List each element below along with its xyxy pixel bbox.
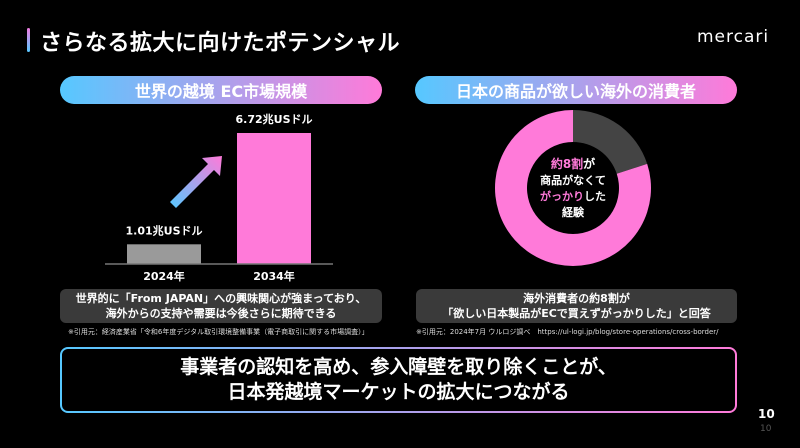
bar-label-2024: 1.01兆USドル	[126, 223, 203, 237]
right-source: ※引用元：2024年7月 ウルロジ調べ https://ul-logi.jp/b…	[416, 328, 719, 336]
donut-slice-other	[573, 110, 648, 174]
donut-slice-disappointed	[494, 110, 651, 266]
right-caption: 海外消費者の約8割が 「欲しい日本製品がECで買えずがっかりした」と回答	[416, 289, 737, 323]
donut-highlight-3: がっかり	[540, 189, 584, 203]
donut-text-1b: が	[583, 156, 595, 171]
conclusion-box: 事業者の認知を高め、参入障壁を取り除くことが、 日本発越境マーケットの拡大につな…	[60, 347, 737, 413]
bar-2034年	[237, 133, 311, 264]
donut-text-3b: した	[584, 190, 606, 203]
conclusion-line: 日本発越境マーケットの拡大につながる	[227, 381, 570, 403]
donut-text-2: 商品がなくて	[540, 173, 606, 187]
left-section-header: 世界の越境 EC市場規模	[60, 76, 382, 104]
page-title: さらなる拡大に向けたポテンシャル	[40, 31, 401, 56]
bar-label-2034: 6.72兆USドル	[236, 112, 313, 126]
growth-arrow-icon	[170, 156, 222, 208]
svg-text:約8割が: 約8割が	[551, 156, 595, 171]
left-caption-line: 海外からの支持や需要は今後さらに期待できる	[105, 307, 337, 320]
page-number: 10	[758, 407, 775, 421]
bar-2024年	[127, 244, 201, 264]
conclusion-line: 事業者の認知を高め、参入障壁を取り除くことが、	[180, 356, 617, 378]
title-accent-bar	[27, 28, 30, 52]
donut-highlight-1: 約8割	[551, 156, 583, 171]
left-caption-line: 世界的に「From JAPAN」への興味関心が強まっており、	[75, 292, 367, 305]
x-tick-2034: 2034年	[253, 269, 295, 283]
x-tick-2024: 2024年	[143, 269, 185, 283]
right-caption-line: 海外消費者の約8割が	[523, 292, 630, 305]
right-section-header: 日本の商品が欲しい海外の消費者	[415, 76, 737, 104]
mercari-logo: mercari	[697, 27, 770, 47]
right-caption-line: 「欲しい日本製品がECで買えずがっかりした」と回答	[442, 307, 711, 320]
svg-text:がっかりした: がっかりした	[540, 189, 606, 203]
page-number-small: 10	[760, 424, 772, 434]
donut-text-4: 経験	[562, 205, 585, 219]
left-source: ※引用元：経済産業省「令和6年度デジタル取引環境整備事業（電子商取引に関する市場…	[68, 328, 369, 336]
left-caption: 世界的に「From JAPAN」への興味関心が強まっており、 海外からの支持や需…	[60, 289, 382, 323]
